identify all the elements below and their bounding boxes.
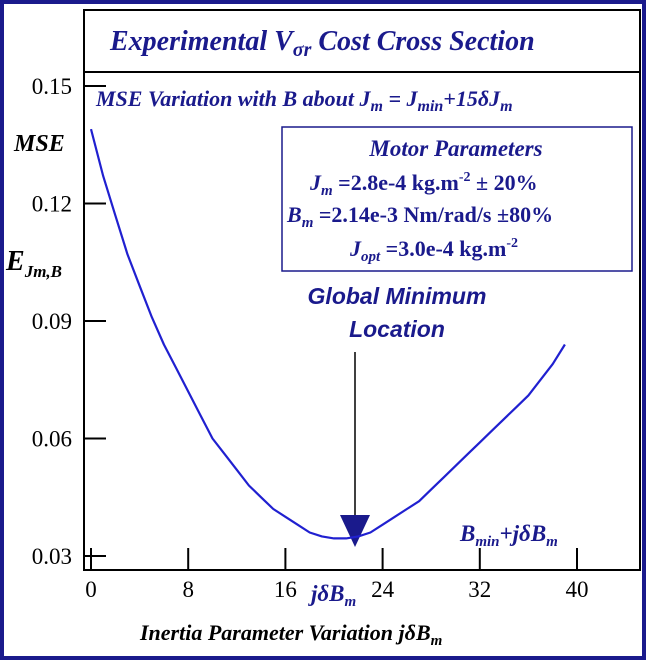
- params-line-jm: Jm =2.8e-4 kg.m-2 ± 20%: [309, 170, 538, 199]
- params-box: [281, 126, 633, 272]
- x-tick-label: 24: [371, 577, 395, 602]
- y-tick-label: 0.06: [32, 427, 72, 452]
- annotation-line-1: Global Minimum: [308, 283, 487, 309]
- y-tick-label: 0.03: [32, 544, 72, 569]
- y-tick-label: 0.12: [32, 192, 72, 217]
- chart-subtitle: MSE Variation with B about Jm = Jmin+15δ…: [95, 86, 513, 115]
- y-tick-label: 0.15: [32, 74, 72, 99]
- axis-ticks: 0 8 16 24 32 40 0.03 0.06 0.09 0.12 0.15: [32, 74, 589, 602]
- params-line-jopt: Jopt =3.0e-4 kg.m-2: [349, 236, 518, 265]
- y-tick-label: 0.09: [32, 309, 72, 334]
- curve-label: Bmin+jδBm: [459, 521, 558, 550]
- x-marker-label: jδBm: [307, 581, 356, 610]
- x-tick-label: 0: [85, 577, 97, 602]
- params-title: Motor Parameters: [368, 136, 542, 161]
- annotation-arrowhead: [340, 515, 370, 547]
- x-tick-label: 8: [182, 577, 194, 602]
- x-tick-label: 32: [468, 577, 491, 602]
- annotation-line-2: Location: [349, 316, 445, 342]
- x-tick-label: 16: [274, 577, 297, 602]
- series-group: [89, 128, 566, 540]
- x-tick-label: 40: [566, 577, 589, 602]
- x-axis-label: Inertia Parameter Variation jδBm: [139, 620, 442, 649]
- y-label-e: EJm,B: [5, 246, 62, 281]
- series-line: [89, 128, 566, 540]
- y-label-mse: MSE: [13, 131, 65, 157]
- params-line-bm: Bm =2.14e-3 Nm/rad/s ±80%: [286, 202, 553, 231]
- chart-title: Experimental Vσr Cost Cross Section: [109, 26, 535, 61]
